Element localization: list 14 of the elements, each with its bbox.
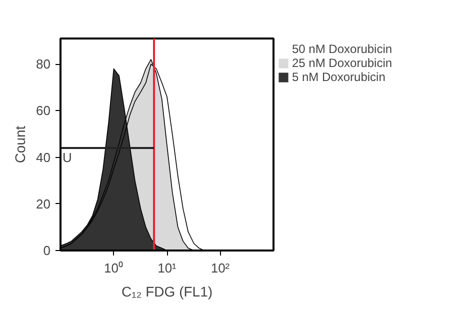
x-tick-label: 10² xyxy=(210,260,230,276)
x-tick-label: 10¹ xyxy=(158,260,178,276)
x-axis-title: C₁₂ FDG (FL1) xyxy=(121,284,213,300)
y-tick-label: 80 xyxy=(36,56,51,72)
y-tick-label: 60 xyxy=(36,103,51,118)
y-tick-label: 20 xyxy=(36,196,51,212)
x-tick-label: 10⁰ xyxy=(104,260,124,276)
y-axis-title: Count xyxy=(12,126,28,164)
y-tick-label: 40 xyxy=(36,150,51,165)
legend-label: 5 nM Doxorubicin xyxy=(292,70,386,84)
legend-label: 25 nM Doxorubicin xyxy=(292,56,392,70)
y-tick-label: 0 xyxy=(43,243,51,258)
text: 50 nM Doxorubicin xyxy=(292,42,392,56)
ref-line-label: U xyxy=(62,150,72,165)
